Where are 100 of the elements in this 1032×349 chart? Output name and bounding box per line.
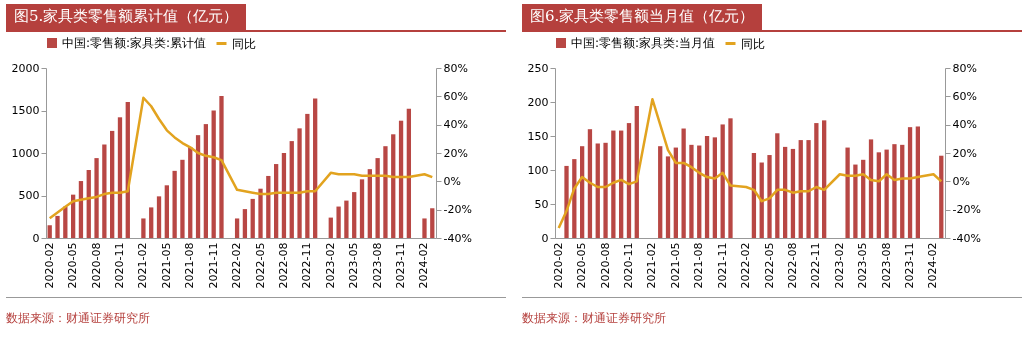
bar bbox=[689, 144, 694, 238]
bar bbox=[884, 149, 889, 238]
x-tick-label: 2021-11 bbox=[206, 242, 220, 289]
bar bbox=[798, 140, 803, 238]
bar bbox=[86, 170, 91, 238]
bar bbox=[352, 192, 357, 238]
bar bbox=[814, 123, 819, 238]
legend-label: 中国:零售额:家具类:当月值 bbox=[571, 36, 716, 50]
bar bbox=[383, 146, 388, 238]
x-tick-label: 2024-02 bbox=[417, 242, 431, 289]
y2-tick-label: -40% bbox=[443, 231, 472, 245]
source-note: 数据来源：财通证券研究所 bbox=[6, 297, 506, 327]
x-tick-label: 2021-05 bbox=[668, 242, 682, 289]
bar bbox=[47, 225, 52, 238]
x-tick-label: 2022-05 bbox=[762, 242, 776, 289]
bar bbox=[900, 144, 905, 238]
y2-tick-label: -20% bbox=[952, 203, 981, 217]
y-tick-label: 1500 bbox=[11, 104, 40, 117]
bar bbox=[289, 141, 294, 238]
bar bbox=[868, 139, 874, 238]
x-tick-label: 2020-05 bbox=[575, 242, 589, 289]
legend-label: 中国:零售额:家具类:累计值 bbox=[62, 36, 207, 50]
y2-tick-label: 40% bbox=[443, 118, 468, 132]
x-tick-label: 2022-08 bbox=[785, 242, 799, 289]
line-series bbox=[557, 97, 943, 230]
y2-tick-label: 20% bbox=[952, 146, 977, 160]
x-tick-label: 2020-02 bbox=[551, 242, 565, 289]
y2-tick-label: 0% bbox=[443, 174, 461, 188]
bar bbox=[266, 175, 271, 238]
y2-tick-label: 0% bbox=[952, 174, 970, 188]
bar bbox=[406, 108, 412, 238]
bar bbox=[117, 117, 123, 238]
bar bbox=[313, 98, 318, 238]
bar bbox=[219, 96, 224, 238]
chart-title: 图6.家具类零售额当月值（亿元） bbox=[522, 4, 763, 30]
y2-tick-label: -40% bbox=[952, 231, 981, 245]
bar bbox=[853, 164, 858, 238]
bar bbox=[806, 140, 811, 238]
bar bbox=[767, 155, 772, 238]
bar bbox=[720, 124, 725, 238]
bar bbox=[281, 153, 287, 238]
x-tick-label: 2021-11 bbox=[715, 242, 729, 289]
bar bbox=[398, 120, 404, 238]
bar bbox=[697, 145, 702, 238]
x-tick-label: 2020-11 bbox=[112, 242, 126, 289]
x-tick-label: 2021-05 bbox=[159, 242, 173, 289]
bar bbox=[658, 146, 663, 238]
bar bbox=[195, 135, 201, 238]
bar bbox=[665, 156, 671, 238]
bar bbox=[422, 218, 427, 238]
x-tick-label: 2022-02 bbox=[230, 242, 244, 289]
line-series bbox=[48, 96, 434, 220]
y2-tick-label: 20% bbox=[443, 146, 468, 160]
bar bbox=[892, 144, 897, 238]
y2-tick-label: 80% bbox=[952, 61, 977, 75]
x-tick-label: 2022-11 bbox=[809, 242, 823, 289]
y-tick-label: 200 bbox=[527, 95, 549, 109]
bar bbox=[141, 218, 146, 238]
x-tick-label: 2022-05 bbox=[253, 242, 267, 289]
x-tick-label: 2021-08 bbox=[183, 242, 197, 289]
x-tick-label: 2023-11 bbox=[394, 242, 408, 289]
bar bbox=[595, 143, 600, 238]
bar bbox=[907, 127, 913, 238]
bar bbox=[110, 130, 115, 238]
bar bbox=[297, 128, 302, 238]
bar bbox=[359, 179, 365, 238]
y-tick-label: 100 bbox=[527, 163, 549, 177]
x-tick-label: 2023-02 bbox=[832, 242, 846, 289]
bar bbox=[845, 147, 850, 238]
bar bbox=[587, 129, 593, 238]
bar bbox=[164, 185, 169, 238]
y2-tick-label: 40% bbox=[952, 118, 977, 132]
bar bbox=[391, 134, 396, 238]
bar bbox=[250, 198, 255, 238]
bar bbox=[579, 146, 585, 238]
bar bbox=[102, 144, 107, 238]
bar bbox=[180, 159, 185, 238]
x-tick-label: 2023-05 bbox=[347, 242, 361, 289]
y2-tick-label: 60% bbox=[952, 89, 977, 103]
chart-title: 图5.家具类零售额累计值（亿元） bbox=[6, 4, 247, 30]
bar bbox=[55, 215, 60, 238]
y-tick-label: 0 bbox=[32, 231, 40, 245]
bar bbox=[258, 188, 263, 238]
bar bbox=[328, 217, 333, 238]
bar bbox=[782, 146, 788, 238]
x-tick-label: 2024-02 bbox=[926, 242, 940, 289]
bar bbox=[156, 196, 162, 238]
x-tick-label: 2022-02 bbox=[739, 242, 753, 289]
bar bbox=[775, 133, 780, 238]
bar bbox=[211, 110, 216, 238]
bar bbox=[94, 158, 99, 238]
bar bbox=[619, 130, 624, 238]
bar bbox=[375, 158, 380, 238]
legend-label: 同比 bbox=[741, 36, 765, 51]
bar bbox=[626, 123, 632, 238]
y-tick-label: 1000 bbox=[11, 146, 40, 160]
x-tick-label: 2020-02 bbox=[42, 242, 56, 289]
bar bbox=[915, 126, 921, 238]
bar bbox=[704, 136, 710, 238]
bar bbox=[790, 148, 796, 238]
